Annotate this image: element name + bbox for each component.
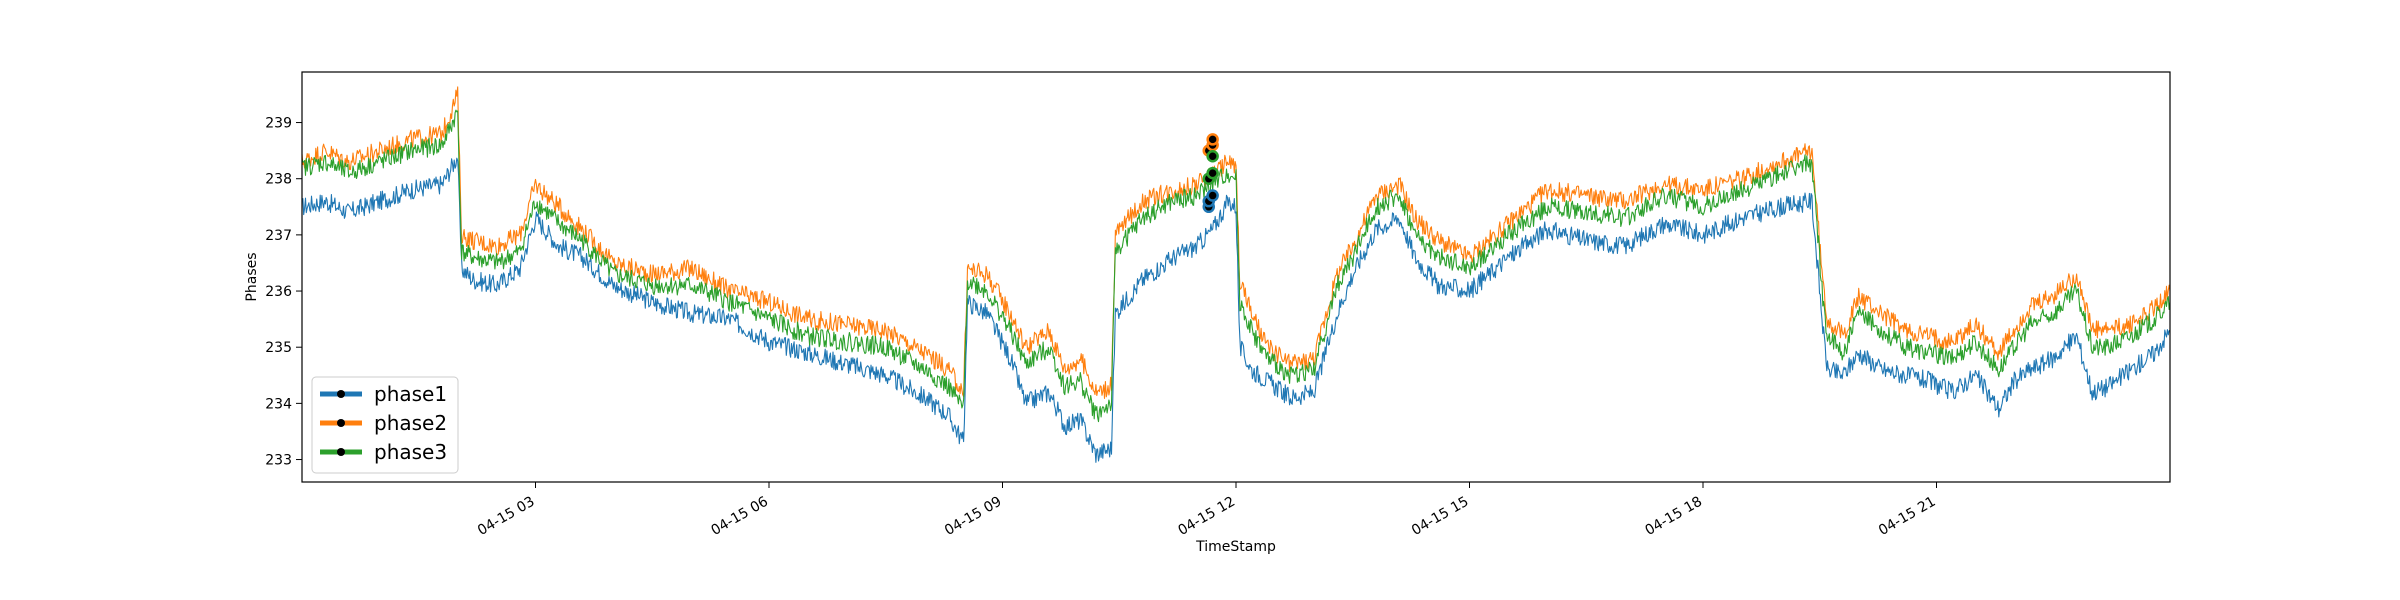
x-axis-label: TimeStamp bbox=[1195, 539, 1276, 555]
series-line-phase3 bbox=[301, 109, 2171, 423]
legend-box bbox=[311, 376, 459, 474]
marker-point-phase2 bbox=[1206, 133, 1219, 146]
legend-marker-phase1 bbox=[337, 390, 345, 398]
legend-label-phase3: phase3 bbox=[374, 440, 447, 464]
series-lines bbox=[301, 86, 2171, 463]
legend-label-phase2: phase2 bbox=[374, 411, 447, 435]
x-axis: 04-15 03 04-15 06 04-15 09 04-15 12 04-15 15… bbox=[475, 482, 1939, 539]
series-line-phase2 bbox=[301, 86, 2171, 399]
series-line-phase1 bbox=[301, 157, 2171, 463]
legend-label-phase1: phase1 bbox=[374, 382, 447, 406]
marker-point-phase3 bbox=[1206, 149, 1219, 163]
y-axis: 233 234 235 236 237 238 239 bbox=[265, 116, 302, 469]
y-tick-label: 235 bbox=[265, 340, 292, 356]
y-tick-label: 233 bbox=[265, 453, 292, 469]
marker-point-phase1 bbox=[1206, 189, 1219, 202]
x-tick-label: 04-15 18 bbox=[1642, 494, 1705, 539]
legend-marker-phase2 bbox=[337, 419, 345, 427]
marker-point-phase3 bbox=[1206, 166, 1219, 180]
plot-area-frame bbox=[301, 71, 2171, 483]
x-tick-label: 04-15 15 bbox=[1409, 494, 1472, 539]
legend: phase1 phase2 phase3 bbox=[311, 376, 459, 474]
x-tick-label: 04-15 09 bbox=[942, 494, 1005, 539]
y-tick-label: 238 bbox=[265, 172, 292, 188]
legend-marker-phase3 bbox=[337, 448, 345, 456]
y-axis-label: Phases bbox=[244, 252, 260, 301]
y-tick-label: 239 bbox=[265, 116, 292, 132]
series-markers bbox=[1202, 133, 1219, 214]
x-tick-label: 04-15 21 bbox=[1876, 494, 1939, 539]
y-tick-label: 237 bbox=[265, 228, 292, 244]
x-tick-label: 04-15 03 bbox=[475, 494, 538, 539]
y-tick-label: 234 bbox=[265, 396, 292, 412]
x-tick-label: 04-15 06 bbox=[708, 494, 771, 539]
x-tick-label: 04-15 12 bbox=[1175, 494, 1238, 539]
y-tick-label: 236 bbox=[265, 284, 292, 300]
